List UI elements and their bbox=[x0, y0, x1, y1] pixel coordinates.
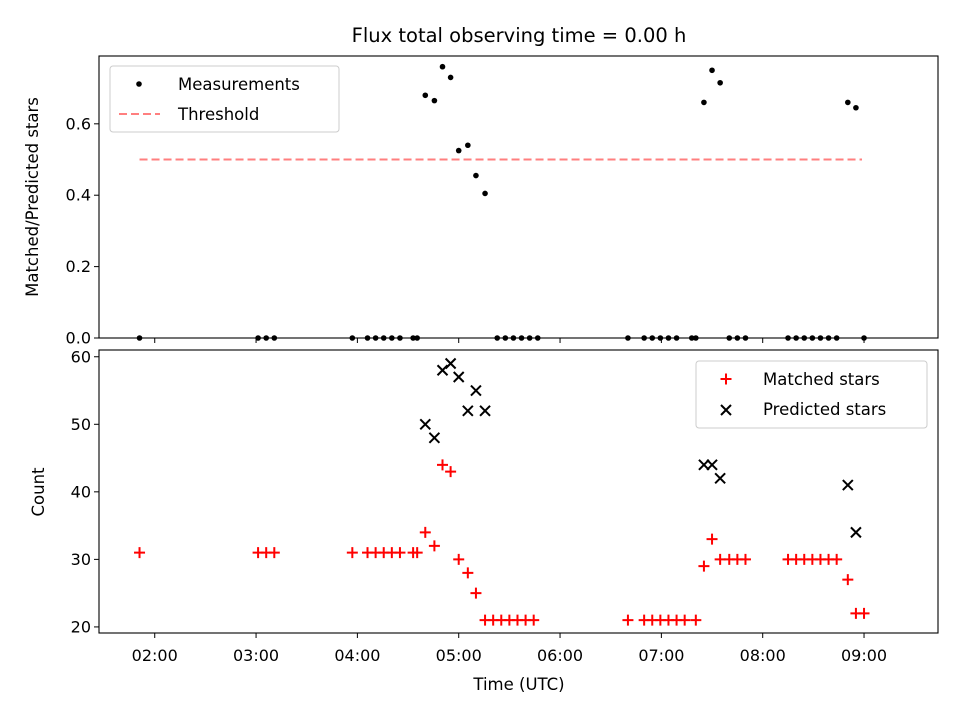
ratio-y-axis: 0.0 0.2 0.4 0.6 bbox=[66, 114, 99, 348]
predicted-star-marker bbox=[462, 405, 474, 417]
y-tick-label: 30 bbox=[71, 550, 91, 569]
matched-star-marker bbox=[622, 614, 634, 626]
count-legend: Matched stars Predicted stars bbox=[695, 360, 928, 429]
count-x-axis: 02:00 03:00 04:00 05:00 06:00 07:00 08:00 09:00 bbox=[132, 633, 887, 665]
ratio-panel: 0.0 0.2 0.4 0.6 Matched/Predicted stars Mea… bbox=[23, 55, 939, 348]
x-tick-label: 04:00 bbox=[334, 646, 380, 665]
legend-label-matched: Matched stars bbox=[763, 370, 880, 389]
x-tick-label: 07:00 bbox=[638, 646, 684, 665]
legend-frame bbox=[109, 65, 340, 133]
matched-star-marker bbox=[428, 540, 440, 552]
legend-x-marker bbox=[720, 404, 732, 416]
measurement-point bbox=[701, 99, 707, 106]
predicted-star-marker bbox=[453, 371, 465, 383]
predicted-star-marker bbox=[706, 459, 718, 471]
x-tick-label: 03:00 bbox=[233, 646, 279, 665]
y-tick-label: 0.4 bbox=[66, 186, 91, 205]
predicted-star-marker bbox=[470, 384, 482, 397]
predicted-star-marker bbox=[444, 357, 457, 370]
ratio-legend: Measurements Threshold bbox=[109, 65, 340, 133]
predicted-star-marker bbox=[850, 526, 862, 539]
predicted-star-marker bbox=[428, 432, 441, 444]
x-tick-label: 02:00 bbox=[132, 646, 178, 665]
y-tick-label: 50 bbox=[71, 415, 91, 434]
predicted-star-marker bbox=[419, 418, 431, 431]
matched-star-marker bbox=[411, 547, 423, 559]
measurement-point bbox=[439, 63, 446, 70]
x-tick-label: 05:00 bbox=[436, 646, 482, 665]
ratio-x-ticks bbox=[154, 338, 865, 343]
predicted-star-marker bbox=[479, 405, 491, 417]
legend-label-threshold: Threshold bbox=[177, 105, 259, 124]
y-tick-label: 0.2 bbox=[66, 257, 91, 276]
y-tick-label: 20 bbox=[71, 617, 91, 636]
matched-star-marker bbox=[528, 614, 540, 626]
matched-star-marker bbox=[419, 526, 431, 538]
matched-star-marker bbox=[346, 547, 358, 559]
predicted-star-marker bbox=[698, 459, 710, 471]
measurement-point bbox=[709, 67, 715, 74]
matched-star-marker bbox=[268, 547, 280, 559]
matched-star-marker bbox=[134, 547, 146, 559]
matched-star-marker bbox=[462, 567, 474, 579]
measurement-point bbox=[473, 172, 479, 179]
legend-label-measurements: Measurements bbox=[178, 75, 300, 94]
matched-star-marker bbox=[690, 614, 702, 626]
matched-star-marker bbox=[858, 607, 870, 619]
x-tick-label: 06:00 bbox=[537, 646, 583, 665]
measurement-point bbox=[845, 99, 851, 106]
legend-label-predicted: Predicted stars bbox=[763, 400, 886, 419]
measurement-point bbox=[482, 190, 488, 197]
matched-star-marker bbox=[831, 553, 843, 565]
count-y-axis: 20 30 40 50 60 bbox=[71, 347, 99, 636]
matched-star-marker bbox=[842, 574, 854, 586]
ratio-axes-frame bbox=[98, 55, 939, 339]
matched-star-marker bbox=[470, 587, 482, 599]
y-tick-label: 40 bbox=[71, 482, 91, 501]
count-plot-area bbox=[134, 357, 870, 626]
legend-frame bbox=[695, 360, 928, 429]
matched-star-marker bbox=[394, 547, 406, 559]
matched-star-marker bbox=[706, 533, 718, 545]
measurement-point bbox=[447, 74, 454, 81]
chart-title: Flux total observing time = 0.00 h bbox=[352, 24, 687, 47]
x-tick-label: 09:00 bbox=[841, 646, 887, 665]
matched-star-marker bbox=[698, 560, 710, 572]
measurement-point bbox=[717, 79, 723, 86]
matched-star-marker bbox=[445, 466, 457, 478]
y-tick-label: 60 bbox=[71, 347, 91, 366]
measurement-point bbox=[431, 97, 438, 104]
matched-star-marker bbox=[739, 553, 751, 565]
predicted-star-marker bbox=[842, 479, 854, 491]
x-tick-label: 08:00 bbox=[740, 646, 786, 665]
predicted-star-marker bbox=[714, 472, 726, 485]
matched-star-marker bbox=[453, 553, 465, 565]
y-tick-label: 0.0 bbox=[66, 329, 91, 348]
ratio-y-axis-label: Matched/Predicted stars bbox=[23, 97, 42, 297]
count-panel: 20 30 40 50 60 02:00 03:00 04:00 05:00 06:00 07:0… bbox=[29, 347, 939, 694]
y-tick-label: 0.6 bbox=[66, 114, 91, 133]
count-axes-frame bbox=[98, 349, 939, 634]
measurement-point bbox=[465, 142, 471, 149]
matched-star-marker bbox=[437, 459, 449, 471]
measurement-point bbox=[455, 147, 462, 154]
measurement-point bbox=[853, 104, 859, 111]
legend-plus-marker bbox=[720, 373, 732, 385]
measurement-point bbox=[422, 92, 429, 99]
matched-star-marker bbox=[679, 614, 691, 626]
count-y-axis-label: Count bbox=[29, 467, 48, 517]
x-axis-label: Time (UTC) bbox=[472, 675, 564, 694]
legend-dot-marker bbox=[136, 81, 142, 87]
